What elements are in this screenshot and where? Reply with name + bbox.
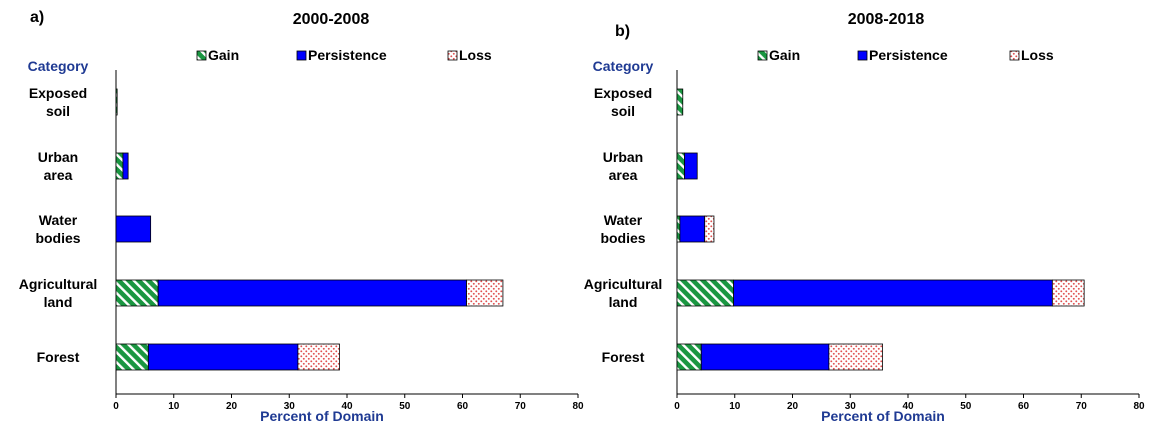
x-tick-label: 40 <box>902 401 914 412</box>
bar-loss <box>828 343 883 371</box>
category-label: Water <box>604 212 643 228</box>
category-label: Water <box>39 212 78 228</box>
x-tick-label: 80 <box>572 401 584 412</box>
bar-loss <box>704 215 715 243</box>
x-tick-label: 10 <box>168 401 180 412</box>
x-tick-label: 0 <box>674 401 680 412</box>
bar-persistence <box>733 279 1053 307</box>
bar-loss <box>466 279 504 307</box>
category-label: Agricultural <box>19 276 98 292</box>
x-axis-label: Percent of Domain <box>260 408 384 424</box>
category-label: soil <box>46 103 70 119</box>
x-tick-label: 50 <box>960 401 972 412</box>
x-tick-label: 70 <box>515 401 527 412</box>
chart-root: a) 2000-2008 Category Gain Persistence Loss 0 1… <box>19 9 1145 424</box>
x-axis-label: Percent of Domain <box>821 408 945 424</box>
legend-label-persistence: Persistence <box>869 47 948 63</box>
legend-swatch-persistence <box>857 50 868 61</box>
legend-swatch-loss <box>447 50 458 61</box>
chart-title: 2008-2018 <box>848 11 925 28</box>
bar-loss <box>297 343 340 371</box>
legend-label-persistence: Persistence <box>308 47 387 63</box>
legend-label-loss: Loss <box>1021 47 1054 63</box>
legend-label-gain: Gain <box>769 47 800 63</box>
bar-persistence <box>684 152 698 180</box>
x-tick-label: 60 <box>457 401 469 412</box>
category-label: Forest <box>37 349 80 365</box>
legend-label-gain: Gain <box>208 47 239 63</box>
legend-swatch-gain <box>196 50 207 61</box>
x-tick-label: 80 <box>1133 401 1145 412</box>
panel-label: b) <box>615 23 630 40</box>
bar-persistence <box>157 279 467 307</box>
bar-loss <box>1051 279 1085 307</box>
x-tick-label: 60 <box>1018 401 1030 412</box>
bar-persistence <box>147 343 299 371</box>
legend-swatch-gain <box>757 50 768 61</box>
panel-label: a) <box>30 9 44 26</box>
category-label: Forest <box>602 349 645 365</box>
category-label: Urban <box>38 149 78 165</box>
category-label: Exposed <box>29 85 87 101</box>
category-label: land <box>44 294 73 310</box>
bar-gain <box>676 343 702 371</box>
bar-gain <box>115 279 159 307</box>
x-tick-label: 30 <box>284 401 296 412</box>
category-axis-title: Category <box>593 58 654 74</box>
category-label: Exposed <box>594 85 652 101</box>
bar-gain <box>115 152 124 180</box>
x-tick-label: 10 <box>729 401 741 412</box>
x-tick-label: 20 <box>787 401 799 412</box>
category-label: Agricultural <box>584 276 663 292</box>
x-tick-label: 50 <box>399 401 411 412</box>
category-label: soil <box>611 103 635 119</box>
bar-gain <box>676 88 684 116</box>
bar-gain <box>115 88 118 116</box>
bar-gain <box>676 215 681 243</box>
bar-gain <box>676 279 734 307</box>
bar-gain <box>115 343 149 371</box>
category-label: bodies <box>35 230 80 246</box>
x-tick-label: 40 <box>341 401 353 412</box>
bar-persistence <box>700 343 830 371</box>
category-label: Urban <box>603 149 643 165</box>
bar-persistence <box>122 152 129 180</box>
category-label: area <box>44 167 73 183</box>
bar-gain <box>676 152 685 180</box>
category-label: bodies <box>600 230 645 246</box>
bar-persistence <box>115 215 152 243</box>
category-label: area <box>609 167 638 183</box>
chart-panel-a: a) 2000-2008 Category Gain Persistence Loss 0 1… <box>19 9 584 424</box>
legend-swatch-loss <box>1009 50 1020 61</box>
category-axis-title: Category <box>28 58 89 74</box>
category-label: land <box>609 294 638 310</box>
bar-persistence <box>679 215 706 243</box>
chart-title: 2000-2008 <box>293 11 370 28</box>
x-tick-label: 30 <box>845 401 857 412</box>
legend-swatch-persistence <box>296 50 307 61</box>
legend-label-loss: Loss <box>459 47 492 63</box>
chart-panel-b: b) 2008-2018 Category Gain Persistence Loss 0 1… <box>584 11 1145 424</box>
x-tick-label: 70 <box>1076 401 1088 412</box>
x-tick-label: 0 <box>113 401 119 412</box>
x-tick-label: 20 <box>226 401 238 412</box>
